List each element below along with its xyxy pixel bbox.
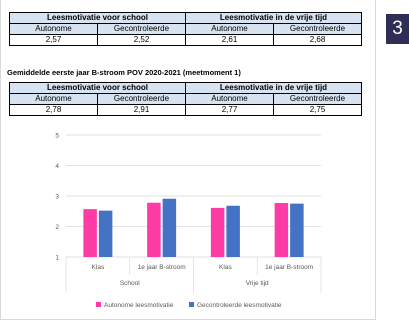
group-header-free-time: Leesmotivatie in de vrije tijd [185,12,362,24]
table-cell: 2,61 [185,34,274,46]
x-category-label: Klas [219,264,232,271]
x-group-label: School [120,280,140,287]
bar [98,210,113,257]
legend-label: Autonome leesmotivatie [104,302,174,309]
x-category-label: 1e jaar B-stroom [138,264,186,271]
legend-swatch [96,302,101,307]
group-header-school: Leesmotivatie voor school [9,12,186,24]
sub-header-controlled: Gecontroleerde [97,93,186,105]
x-category-label: Klas [92,264,105,271]
sub-header-autonomous: Autonome [185,93,274,105]
sub-header-autonomous: Autonome [9,23,98,35]
y-tick-label: 3 [55,194,59,201]
bar [147,202,161,257]
document-page: Leesmotivatie voor school Leesmotivatie … [0,0,376,320]
bar-chart: 1 2 3 4 5 Klas 1e jaar B-stroom Klas 1e jaar B-s… [55,133,322,309]
section-heading: Gemiddelde eerste jaar B-stroom POV 2020… [7,68,241,77]
sub-header-autonomous: Autonome [185,23,274,35]
group-header-free-time: Leesmotivatie in de vrije tijd [185,82,362,94]
sub-header-controlled: Gecontroleerde [97,23,186,35]
bar [210,207,225,257]
legend-swatch [189,302,194,307]
table-cell: 2,78 [9,104,98,116]
bar [83,209,97,257]
sub-header-controlled: Gecontroleerde [273,23,362,35]
sub-header-autonomous: Autonome [9,93,98,105]
y-tick-label: 5 [55,133,59,140]
bar [162,198,177,257]
y-tick-label: 1 [55,255,59,262]
bar [226,205,240,257]
motivation-table-2: Leesmotivatie voor school Leesmotivatie … [9,82,362,116]
sub-header-controlled: Gecontroleerde [273,93,362,105]
y-tick-label: 2 [55,224,59,231]
motivation-table-1: Leesmotivatie voor school Leesmotivatie … [9,12,362,46]
table-cell: 2,68 [273,34,362,46]
y-tick-label: 4 [55,163,59,170]
bar [274,203,289,257]
page-number-badge: 3 [386,14,409,44]
table-cell: 2,57 [9,34,98,46]
table-cell: 2,91 [97,104,186,116]
table-cell: 2,75 [273,104,362,116]
bar [290,203,304,257]
group-header-school: Leesmotivatie voor school [9,82,186,94]
table-cell: 2,77 [185,104,274,116]
table-cell: 2,52 [97,34,186,46]
legend-label: Gecontroleerde leesmotivatie [197,302,282,309]
x-category-label: 1e jaar B-stroom [265,264,313,271]
x-group-label: Vrije tijd [246,280,269,287]
